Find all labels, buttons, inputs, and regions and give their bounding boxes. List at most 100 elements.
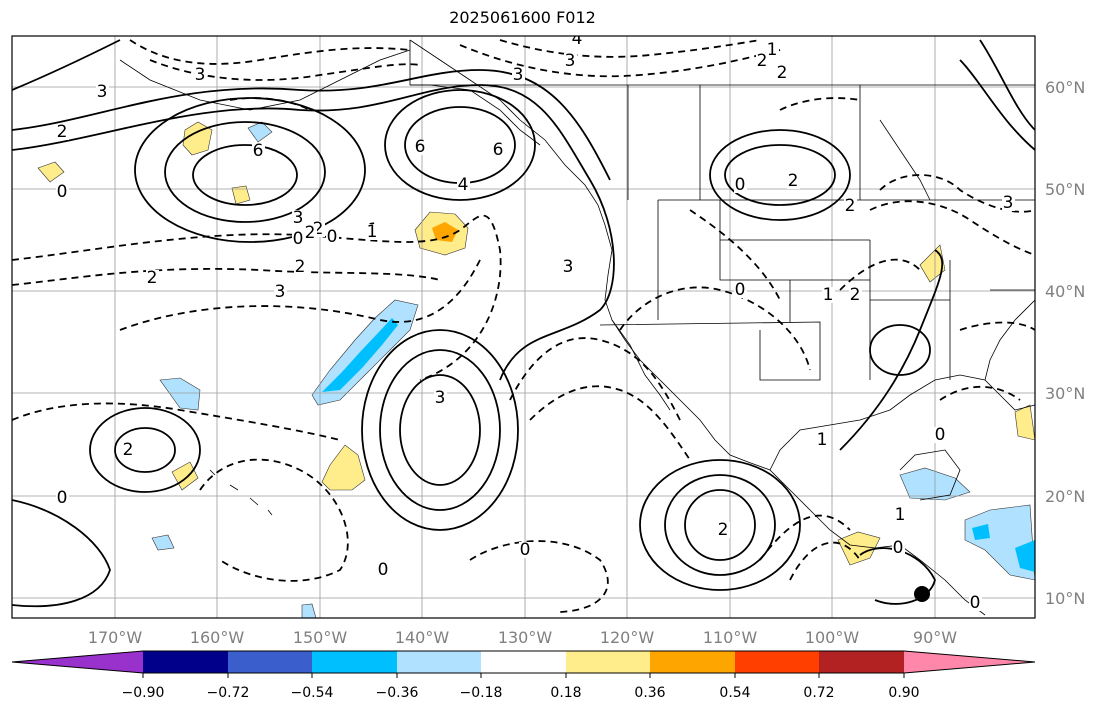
- contour-label: 0: [57, 182, 68, 202]
- contour-label: 3: [195, 65, 206, 85]
- colorbar-tick-label: −0.90: [122, 685, 165, 701]
- contour-label-bg: [564, 53, 577, 69]
- contour-label-bg: [756, 53, 769, 69]
- colorbar-tick-label: −0.36: [376, 685, 419, 701]
- contour-label-bg: [194, 67, 207, 83]
- contour-negative: [619, 286, 811, 371]
- lon-label: 170°W: [88, 628, 143, 647]
- shade-positive: [231, 185, 251, 205]
- lon-label: 160°W: [190, 628, 245, 647]
- lon-label: 90°W: [913, 628, 957, 647]
- contour-negative: [129, 39, 411, 65]
- shade-negative: [151, 534, 175, 551]
- contour-label-bg: [414, 139, 427, 155]
- north-america-coast: [409, 39, 986, 616]
- contour-negative: [839, 258, 921, 291]
- lat-label: 40°N: [1045, 282, 1085, 301]
- contour-label: 1: [367, 222, 378, 242]
- contour-label: 6: [415, 137, 426, 157]
- colorbar-segment: [228, 651, 312, 673]
- contour-positive: [361, 329, 519, 531]
- lat-label: 10°N: [1045, 589, 1085, 608]
- contour-label-bg: [816, 432, 829, 448]
- colorbar-tick-label: −0.18: [460, 685, 503, 701]
- colorbar-segment: [819, 651, 904, 673]
- contour-positive: [684, 489, 756, 561]
- contour-label: 3: [563, 257, 574, 277]
- contour-label-bg: [1002, 195, 1015, 211]
- contour-label-bg: [892, 540, 905, 556]
- contour-label: 3: [565, 51, 576, 71]
- colorbar-segment: [312, 651, 397, 673]
- contour-label-bg: [734, 177, 747, 193]
- contour-label: 3: [293, 208, 304, 228]
- contour-label-bg: [849, 287, 862, 303]
- coastlines: [119, 39, 1035, 616]
- contour-label-bg: [734, 282, 747, 298]
- shade-negative: [301, 603, 317, 618]
- contour-negative: [12, 214, 502, 381]
- contour-label-bg: [766, 42, 779, 58]
- lat-label: 60°N: [1045, 78, 1085, 97]
- colorbar-extend-high: [904, 651, 1035, 673]
- shade-positive: [321, 444, 366, 491]
- contour-label-bg: [571, 36, 584, 47]
- contour-positive: [724, 144, 836, 206]
- contour-label: 1: [817, 430, 828, 450]
- colorbar-segment: [735, 651, 819, 673]
- shade-negative-core: [322, 318, 398, 392]
- colorbar-tick-label: −0.54: [291, 685, 334, 701]
- contour-label-bg: [969, 595, 982, 611]
- contour-label: 0: [327, 227, 338, 247]
- contour-label: 2: [845, 196, 856, 216]
- contour-label: 2: [788, 171, 799, 191]
- shade-negative: [247, 121, 273, 143]
- contour-positive: [12, 499, 111, 608]
- contour-label-bg: [377, 562, 390, 578]
- contour-label: 1: [823, 285, 834, 305]
- contour-negative: [779, 97, 861, 111]
- contour-label-bg: [292, 231, 305, 247]
- shaded-regions: [37, 121, 1035, 618]
- contour-positive: [839, 249, 944, 451]
- contour-negative: [499, 39, 761, 58]
- colorbar-segment: [650, 651, 735, 673]
- east-coast: [984, 299, 1035, 381]
- contour-label-bg: [366, 224, 379, 240]
- contour-positive: [89, 407, 201, 493]
- contour-negative: [689, 209, 781, 301]
- lon-label: 150°W: [293, 628, 348, 647]
- contour-label-bg: [519, 542, 532, 558]
- contour-positive: [164, 121, 326, 223]
- colorbar-tick-label: 0.36: [634, 685, 665, 701]
- hudson-bay: [879, 119, 931, 201]
- colorbar-tick-label: 0.54: [719, 685, 750, 701]
- contour-label-bg: [304, 225, 317, 241]
- lon-label: 140°W: [395, 628, 450, 647]
- contour-label: 3: [97, 82, 108, 102]
- contour-label-bg: [512, 67, 525, 83]
- location-marker: [914, 586, 930, 602]
- lon-label: 130°W: [498, 628, 553, 647]
- contour-label: 2: [850, 285, 861, 305]
- contour-negative: [869, 200, 1035, 256]
- contour-positive: [399, 374, 481, 486]
- shade-negative: [964, 504, 1035, 581]
- contour-label-bg: [274, 284, 287, 300]
- lon-label: 110°W: [703, 628, 758, 647]
- contour-label: 2: [777, 63, 788, 83]
- contour-positive: [12, 84, 615, 381]
- contour-negative: [229, 97, 311, 111]
- contour-label: 2: [313, 219, 324, 239]
- colorbar-tick-label: 0.90: [888, 685, 919, 701]
- contour-label-bg: [562, 259, 575, 275]
- contour-label: 0: [970, 593, 981, 613]
- colorbar-tick-label: −0.72: [207, 685, 250, 701]
- contour-negative: [759, 514, 851, 561]
- contour-label: 2: [718, 520, 729, 540]
- contour-positive: [114, 427, 176, 473]
- shade-positive: [37, 161, 65, 183]
- contour-negative: [879, 174, 1035, 213]
- contour-label-bg: [717, 522, 730, 538]
